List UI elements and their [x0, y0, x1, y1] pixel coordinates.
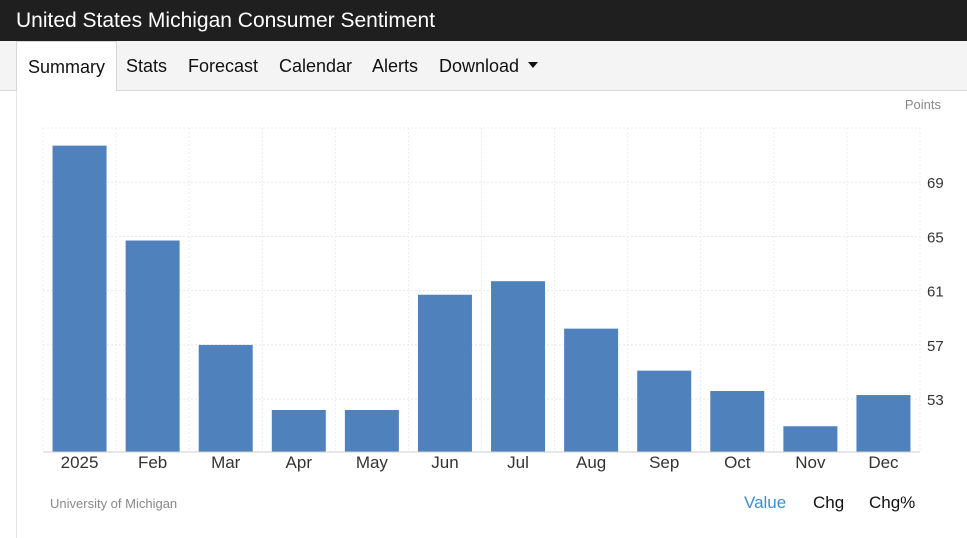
tab-alerts[interactable]: Alerts: [372, 41, 418, 91]
x-tick-label: Aug: [576, 453, 606, 472]
x-tick-label: Apr: [286, 453, 313, 472]
chart-source: University of Michigan: [50, 496, 178, 511]
tab-download[interactable]: Download: [439, 41, 539, 91]
page-title: United States Michigan Consumer Sentimen…: [16, 8, 436, 32]
x-tick-label: 2025: [61, 453, 99, 472]
tab-calendar[interactable]: Calendar: [279, 41, 352, 91]
bar: [125, 240, 180, 452]
caret-down-icon: [528, 62, 539, 69]
bar: [637, 370, 692, 452]
x-tick-label: Mar: [211, 453, 241, 472]
y-tick-label: 69: [927, 175, 944, 192]
y-tick-label: 53: [927, 392, 944, 409]
bar: [344, 409, 399, 452]
bar: [52, 145, 107, 453]
value-button[interactable]: Value: [744, 493, 787, 512]
tab-download-label: Download: [439, 56, 520, 76]
x-tick-label: May: [356, 453, 389, 472]
bar: [710, 390, 765, 452]
tab-stats[interactable]: Stats: [126, 41, 167, 91]
bar: [417, 294, 472, 452]
tab-alerts-label: Alerts: [372, 56, 419, 76]
x-tick-label: Feb: [138, 453, 167, 472]
y-tick-label: 65: [927, 229, 944, 246]
unit-label: Points: [905, 97, 942, 112]
bar: [856, 395, 911, 452]
tab-summary-label: Summary: [28, 57, 106, 77]
chg-percent-button[interactable]: Chg%: [869, 493, 916, 512]
bar: [271, 409, 326, 452]
bar: [783, 426, 838, 452]
tab-bar: Summary Stats Forecast Calendar Alerts D…: [0, 41, 967, 92]
x-tick-label: Sep: [649, 453, 679, 472]
bar: [564, 328, 619, 452]
y-tick-label: 57: [927, 338, 944, 355]
tab-calendar-label: Calendar: [279, 56, 353, 76]
x-tick-label: Dec: [868, 453, 899, 472]
tab-forecast-label: Forecast: [188, 56, 259, 76]
bar: [198, 344, 253, 452]
x-tick-label: Jun: [431, 453, 458, 472]
x-tick-label: Nov: [795, 453, 826, 472]
title-bar: United States Michigan Consumer Sentimen…: [0, 0, 967, 41]
bar: [491, 281, 546, 452]
tab-stats-label: Stats: [126, 56, 168, 76]
y-tick-label: 61: [927, 284, 944, 301]
tab-summary[interactable]: Summary: [16, 41, 118, 92]
tab-forecast[interactable]: Forecast: [188, 41, 258, 91]
x-tick-label: Oct: [724, 453, 751, 472]
chg-button[interactable]: Chg: [813, 493, 845, 512]
x-tick-label: Jul: [507, 453, 529, 472]
